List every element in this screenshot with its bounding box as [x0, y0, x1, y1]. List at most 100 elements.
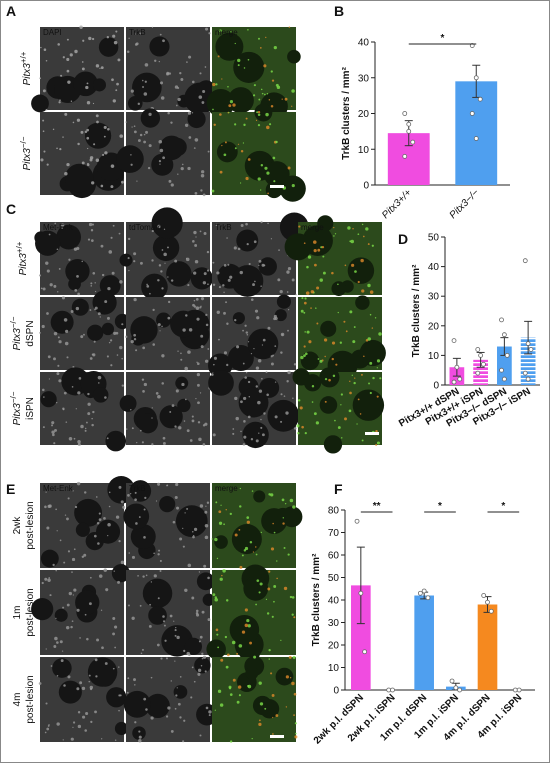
puncta	[69, 53, 73, 57]
puncta	[344, 417, 347, 421]
data-point	[485, 599, 490, 605]
puncta	[184, 398, 187, 401]
puncta	[108, 250, 113, 254]
puncta	[63, 391, 67, 395]
puncta	[130, 339, 134, 344]
cell-body	[284, 233, 312, 261]
puncta	[268, 649, 271, 652]
puncta	[91, 239, 94, 242]
puncta	[157, 394, 161, 399]
puncta	[56, 248, 59, 251]
puncta	[43, 396, 45, 398]
puncta	[246, 242, 249, 246]
puncta	[179, 71, 182, 75]
puncta	[262, 338, 266, 342]
puncta	[92, 353, 96, 357]
cell-body	[137, 413, 159, 434]
puncta	[200, 189, 203, 192]
puncta	[146, 283, 148, 286]
puncta	[204, 359, 209, 363]
puncta	[90, 720, 93, 724]
genotype: −/−	[9, 316, 18, 328]
puncta	[151, 230, 154, 233]
puncta	[85, 711, 89, 716]
cell-body	[111, 564, 131, 583]
puncta	[229, 740, 233, 743]
puncta	[91, 37, 95, 41]
puncta	[158, 139, 163, 144]
puncta	[90, 229, 94, 232]
puncta	[139, 133, 143, 137]
puncta	[66, 162, 70, 167]
puncta	[293, 616, 296, 619]
puncta	[180, 358, 183, 361]
data-point	[469, 111, 475, 116]
puncta	[268, 570, 271, 573]
cell-body	[75, 590, 100, 615]
puncta	[195, 306, 200, 310]
puncta	[196, 361, 198, 363]
puncta	[56, 372, 60, 376]
puncta	[81, 686, 86, 691]
cell-body	[87, 324, 104, 341]
puncta	[246, 516, 250, 519]
puncta	[122, 505, 126, 509]
cell-body	[159, 135, 184, 161]
puncta	[215, 628, 219, 632]
cell-body	[227, 345, 254, 371]
puncta	[126, 691, 129, 694]
puncta	[46, 526, 50, 530]
puncta	[266, 93, 269, 95]
puncta	[59, 99, 61, 102]
micrograph	[116, 108, 210, 197]
puncta	[266, 393, 269, 397]
puncta	[67, 80, 71, 84]
puncta	[91, 223, 95, 226]
puncta	[223, 291, 225, 294]
puncta	[152, 343, 156, 346]
puncta	[307, 255, 312, 259]
puncta	[157, 553, 160, 556]
puncta	[119, 280, 123, 284]
puncta	[112, 224, 115, 227]
puncta	[74, 49, 78, 54]
puncta	[40, 46, 42, 49]
puncta	[94, 658, 98, 662]
puncta	[272, 522, 274, 525]
puncta	[287, 329, 289, 332]
bar	[414, 595, 434, 690]
puncta	[255, 366, 260, 370]
puncta	[367, 243, 370, 245]
puncta	[194, 192, 198, 195]
puncta	[58, 267, 61, 270]
cell-body	[267, 399, 300, 432]
puncta	[271, 79, 275, 82]
puncta	[263, 93, 266, 96]
y-tick-label: 20	[328, 641, 340, 652]
puncta	[221, 574, 223, 577]
puncta	[97, 375, 102, 380]
puncta	[273, 46, 277, 50]
cell-body	[98, 37, 119, 57]
row-label: Pitx3−/−	[19, 136, 33, 170]
puncta	[107, 286, 111, 291]
micrograph	[298, 295, 386, 381]
puncta	[272, 156, 276, 160]
puncta	[158, 549, 161, 552]
puncta	[205, 27, 209, 31]
puncta	[180, 166, 184, 171]
puncta	[191, 666, 194, 669]
puncta	[247, 158, 251, 161]
puncta	[273, 317, 276, 321]
y-tick-label: 70	[328, 528, 340, 539]
gene: Pitx3	[12, 403, 23, 426]
puncta	[73, 437, 76, 440]
puncta	[191, 415, 194, 418]
puncta	[304, 432, 307, 435]
puncta	[266, 171, 270, 175]
puncta	[243, 435, 247, 439]
puncta	[81, 260, 83, 263]
puncta	[235, 416, 239, 421]
cell-body	[92, 78, 107, 92]
puncta	[155, 392, 159, 395]
